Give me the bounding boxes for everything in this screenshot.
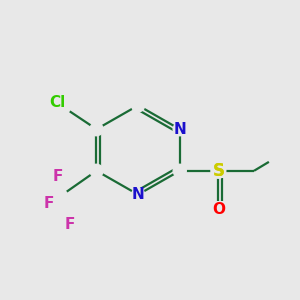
Text: S: S	[212, 162, 224, 180]
Text: N: N	[132, 187, 145, 202]
Circle shape	[90, 123, 103, 136]
Text: O: O	[212, 202, 225, 217]
Text: S: S	[212, 162, 224, 180]
Circle shape	[211, 164, 226, 178]
Text: N: N	[173, 122, 186, 137]
Circle shape	[173, 164, 186, 177]
Circle shape	[173, 123, 186, 136]
Text: F: F	[44, 196, 54, 211]
Circle shape	[90, 164, 103, 177]
Circle shape	[132, 188, 145, 201]
Text: F: F	[53, 169, 63, 184]
Text: F: F	[64, 217, 75, 232]
Text: Cl: Cl	[50, 95, 66, 110]
Circle shape	[132, 99, 145, 112]
